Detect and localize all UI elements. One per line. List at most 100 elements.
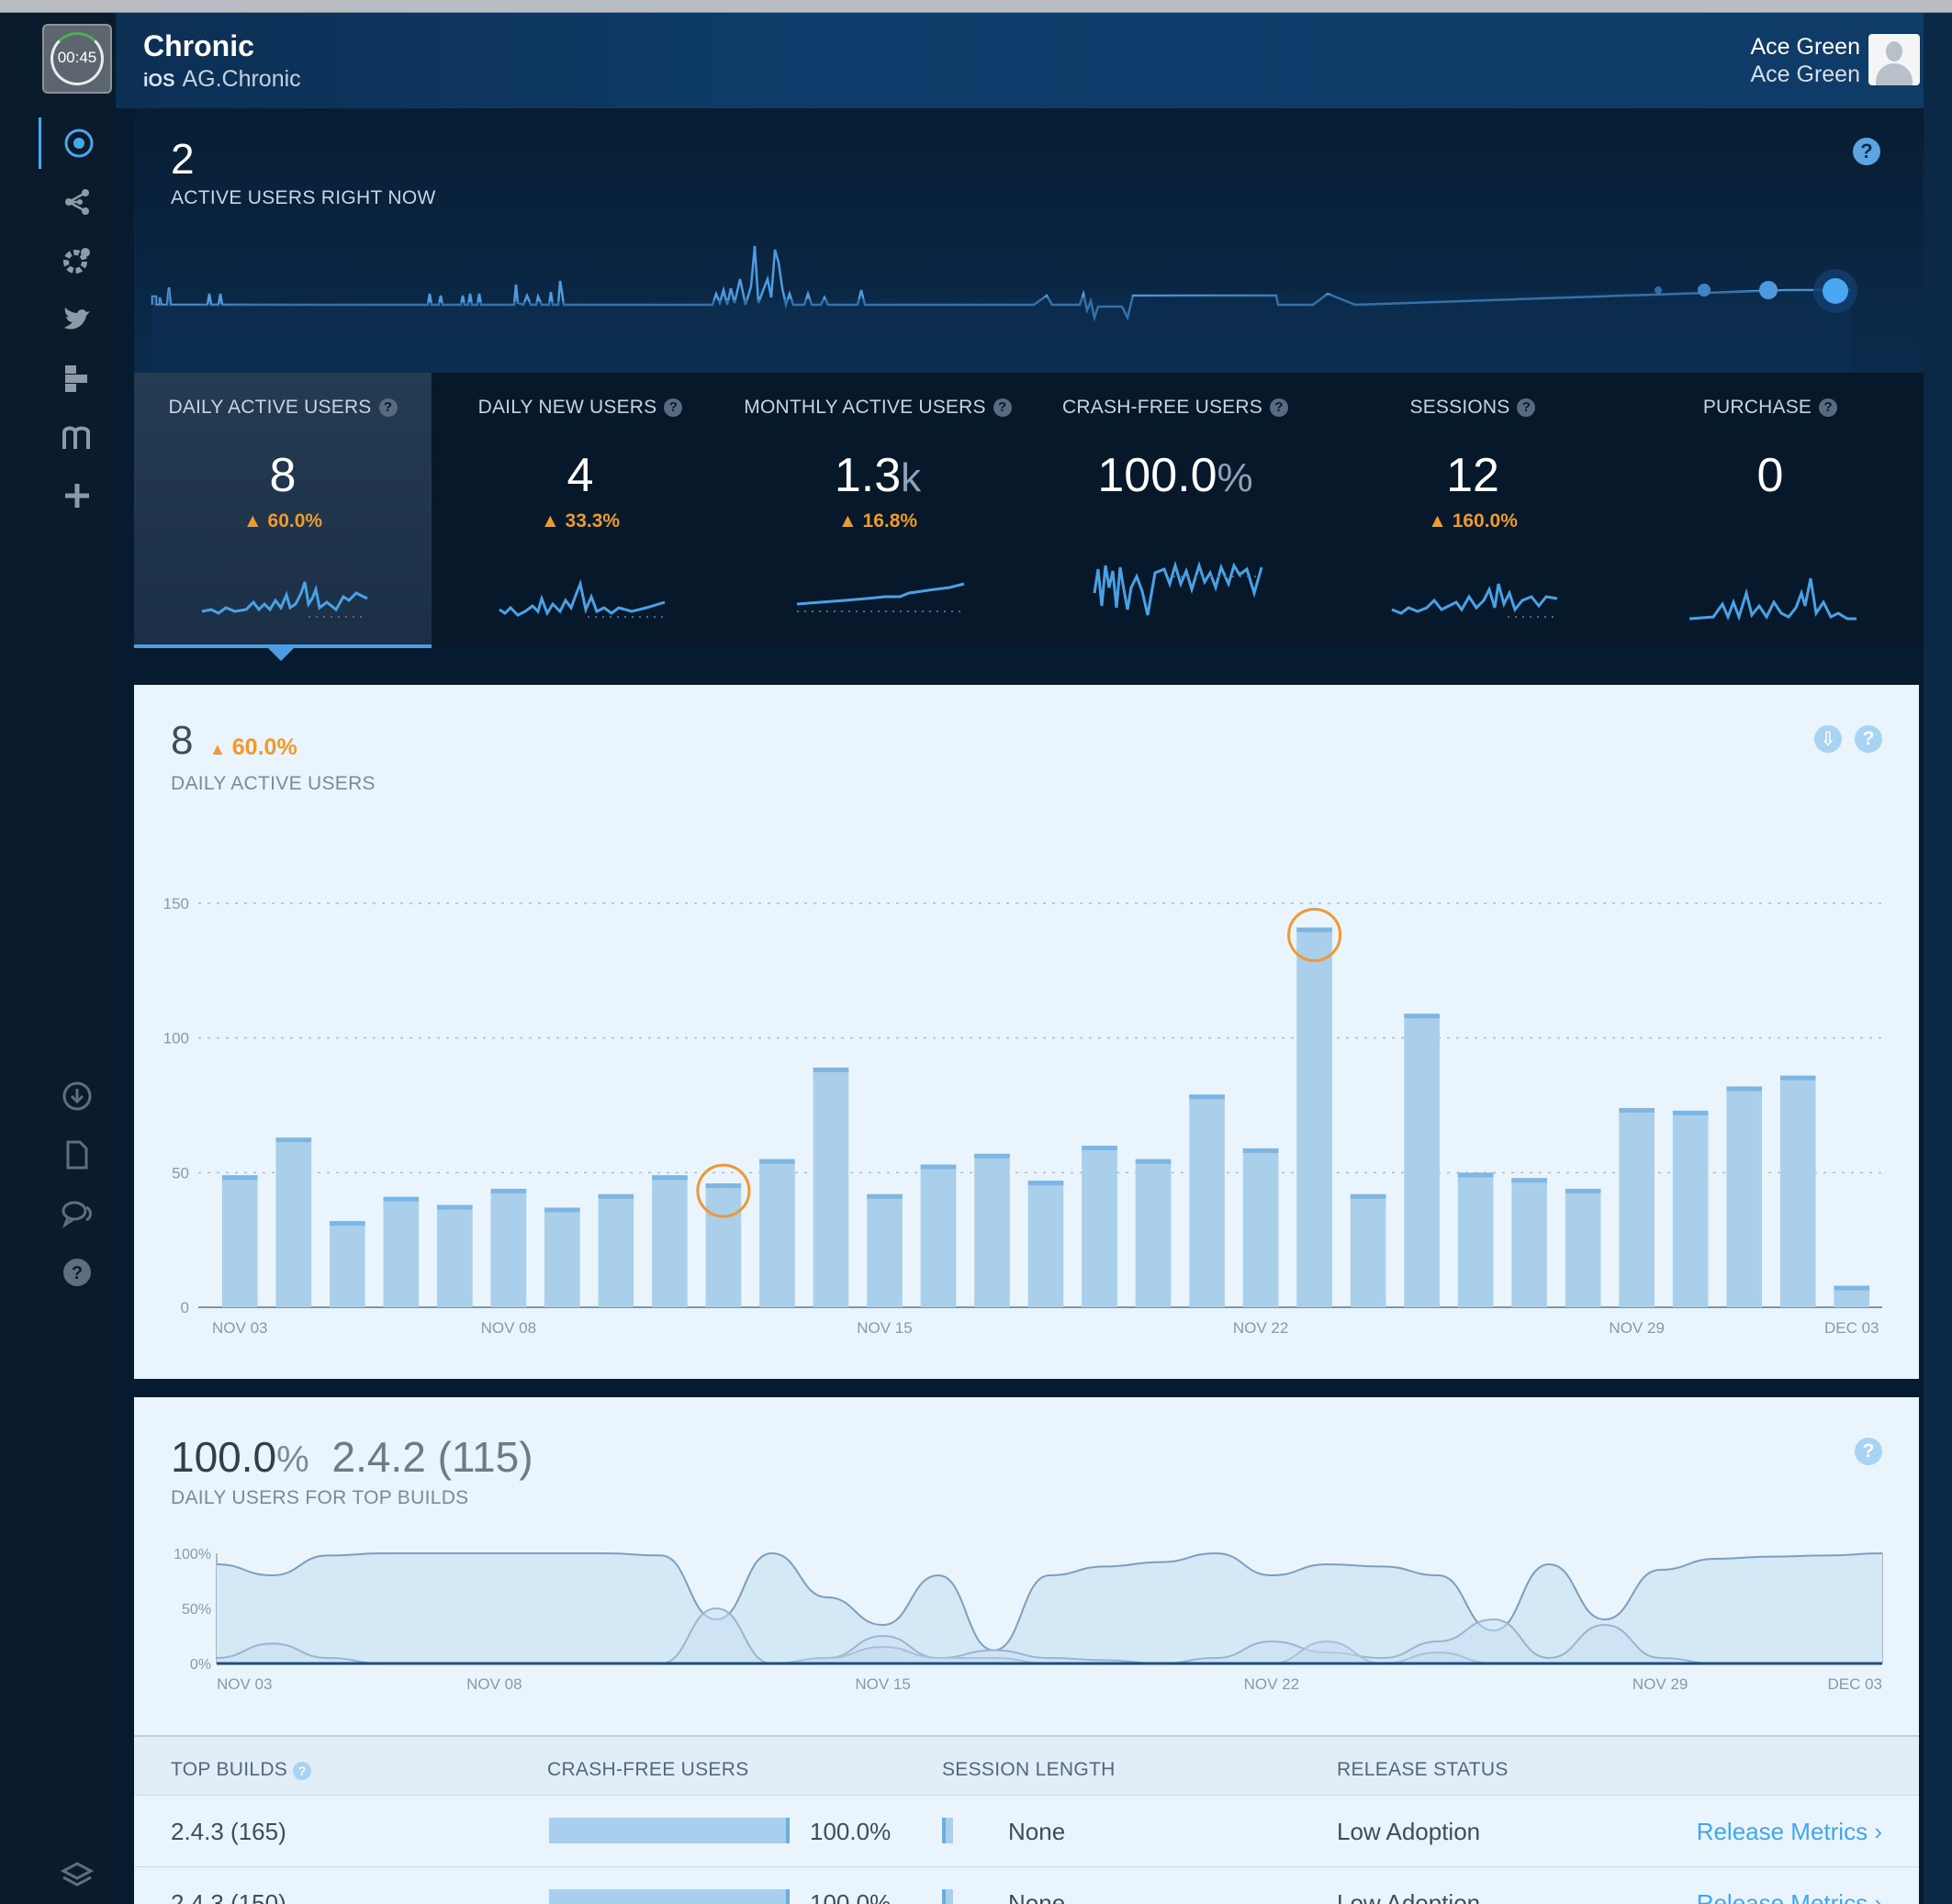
- bar-cap: [275, 1137, 312, 1143]
- nav-twitter[interactable]: [39, 294, 116, 345]
- th-top-builds-text: TOP BUILDS: [171, 1759, 288, 1780]
- bar-cap: [1619, 1107, 1655, 1113]
- builds-crash-free-unit: %: [276, 1439, 309, 1480]
- builds-help-icon[interactable]: ?: [1855, 1438, 1882, 1465]
- dau-download-icon[interactable]: ⇩: [1814, 725, 1842, 753]
- user-name[interactable]: Ace Green: [1750, 34, 1860, 60]
- bar[interactable]: [1619, 1107, 1655, 1307]
- metric-help-icon[interactable]: ?: [1819, 398, 1838, 417]
- metric-help-icon[interactable]: ?: [993, 398, 1012, 417]
- metric-daily-new-users[interactable]: DAILY NEW USERS? 4 ▲ 33.3%: [432, 373, 729, 648]
- bar-cap: [437, 1204, 473, 1210]
- release-metrics-link[interactable]: Release Metrics ›: [1697, 1818, 1882, 1846]
- nav-layers[interactable]: [39, 1849, 116, 1900]
- bar[interactable]: [1242, 1148, 1279, 1307]
- nav-dashboard[interactable]: [39, 118, 116, 169]
- metric-value: 1.3k: [729, 448, 1026, 503]
- nav-kits[interactable]: [39, 235, 116, 286]
- bar[interactable]: [1135, 1159, 1172, 1307]
- row-session: None: [1008, 1818, 1066, 1845]
- metric-help-icon[interactable]: ?: [664, 398, 683, 417]
- svg-text:?: ?: [72, 1263, 83, 1283]
- nav-chat[interactable]: [39, 1188, 116, 1239]
- nav-docs[interactable]: [39, 1129, 116, 1181]
- metric-help-icon[interactable]: ?: [378, 398, 398, 417]
- bar[interactable]: [1565, 1188, 1601, 1307]
- bar[interactable]: [867, 1193, 903, 1307]
- y-tick-label: 50: [172, 1164, 189, 1182]
- nav-blocks[interactable]: [39, 353, 116, 404]
- bar[interactable]: [437, 1204, 473, 1307]
- bar[interactable]: [1834, 1285, 1870, 1307]
- bar-cap: [329, 1221, 365, 1226]
- nav-m[interactable]: [39, 411, 116, 463]
- table-row[interactable]: 2.4.3 (165) 100.0% None Low Adoption Rel…: [134, 1796, 1919, 1867]
- metric-crash-free-users[interactable]: CRASH-FREE USERS? 100.0%: [1026, 373, 1324, 648]
- bar[interactable]: [1672, 1110, 1709, 1307]
- bar[interactable]: [1189, 1094, 1225, 1307]
- th-top-builds: TOP BUILDS ?: [171, 1759, 312, 1781]
- area-series[interactable]: [217, 1608, 1882, 1663]
- realtime-help-icon[interactable]: ?: [1853, 138, 1880, 165]
- metric-purchase[interactable]: PURCHASE? 0: [1621, 373, 1919, 648]
- metric-sessions[interactable]: SESSIONS? 12 ▲ 160.0%: [1324, 373, 1621, 648]
- bar[interactable]: [598, 1193, 634, 1307]
- bar[interactable]: [383, 1196, 420, 1307]
- nav-add[interactable]: [39, 470, 116, 521]
- builds-area-chart: 100% 50% 0% NOV 03 NOV 08 NOV 15 NOV 22 NOV 29 D…: [174, 1547, 1883, 1693]
- bar[interactable]: [1350, 1193, 1386, 1307]
- highlight-marker[interactable]: [1287, 907, 1342, 962]
- highlight-marker[interactable]: [696, 1163, 751, 1218]
- selected-metric-pointer: [268, 648, 294, 661]
- bar[interactable]: [1726, 1086, 1763, 1307]
- org-name[interactable]: Ace Green: [1750, 62, 1860, 87]
- bar[interactable]: [759, 1159, 795, 1307]
- bar[interactable]: [221, 1175, 258, 1307]
- bar[interactable]: [490, 1188, 527, 1307]
- bar[interactable]: [1027, 1181, 1064, 1307]
- bar[interactable]: [1779, 1075, 1816, 1307]
- metric-help-icon[interactable]: ?: [1269, 398, 1288, 417]
- table-row[interactable]: 2.4.3 (150) 100.0% None Low Adoption Rel…: [134, 1867, 1919, 1904]
- bar[interactable]: [275, 1137, 312, 1307]
- bar[interactable]: [974, 1153, 1010, 1307]
- nav-help[interactable]: ?: [39, 1247, 116, 1298]
- bar[interactable]: [544, 1207, 580, 1307]
- session-length-bar: [942, 1889, 953, 1904]
- dau-help-icon[interactable]: ?: [1855, 725, 1882, 753]
- document-icon: [66, 1140, 88, 1170]
- bar[interactable]: [1296, 927, 1332, 1307]
- metric-daily-active-users[interactable]: DAILY ACTIVE USERS? 8 ▲ 60.0%: [134, 373, 432, 648]
- bar[interactable]: [652, 1175, 688, 1307]
- metric-label: SESSIONS?: [1324, 397, 1621, 419]
- metric-value: 12: [1324, 448, 1621, 503]
- app-name[interactable]: Chronic: [143, 29, 254, 62]
- nav-share[interactable]: [39, 176, 116, 228]
- bar[interactable]: [920, 1164, 957, 1307]
- avatar[interactable]: [1868, 34, 1920, 85]
- th-crash-free[interactable]: CRASH-FREE USERS: [547, 1759, 749, 1780]
- release-metrics-link-text: Release Metrics: [1696, 1818, 1868, 1845]
- top-builds-help-icon[interactable]: ?: [293, 1762, 312, 1780]
- th-session-length[interactable]: SESSION LENGTH: [942, 1759, 1116, 1780]
- metric-help-icon[interactable]: ?: [1517, 398, 1536, 417]
- metric-label-text: PURCHASE: [1702, 397, 1812, 418]
- bar[interactable]: [1511, 1178, 1547, 1307]
- bar[interactable]: [1082, 1146, 1117, 1307]
- metric-monthly-active-users[interactable]: MONTHLY ACTIVE USERS? 1.3k ▲ 16.8%: [729, 373, 1026, 648]
- bar[interactable]: [705, 1183, 742, 1307]
- bar[interactable]: [1457, 1172, 1494, 1307]
- bar[interactable]: [813, 1067, 849, 1307]
- nav-download[interactable]: [39, 1070, 116, 1122]
- app-icon-timer[interactable]: 00:45: [42, 24, 112, 94]
- bar[interactable]: [1404, 1014, 1440, 1307]
- metric-value: 100.0%: [1026, 448, 1324, 503]
- bar-cap: [813, 1067, 849, 1072]
- row-crash-free: 100.0%: [810, 1818, 892, 1845]
- row-status: Low Adoption: [1337, 1889, 1481, 1904]
- bar[interactable]: [329, 1221, 365, 1307]
- th-release-status[interactable]: RELEASE STATUS: [1337, 1759, 1509, 1780]
- builds-title: DAILY USERS FOR TOP BUILDS: [171, 1487, 469, 1508]
- release-metrics-link[interactable]: Release Metrics ›: [1697, 1889, 1882, 1904]
- metric-value-unit: k: [901, 455, 922, 500]
